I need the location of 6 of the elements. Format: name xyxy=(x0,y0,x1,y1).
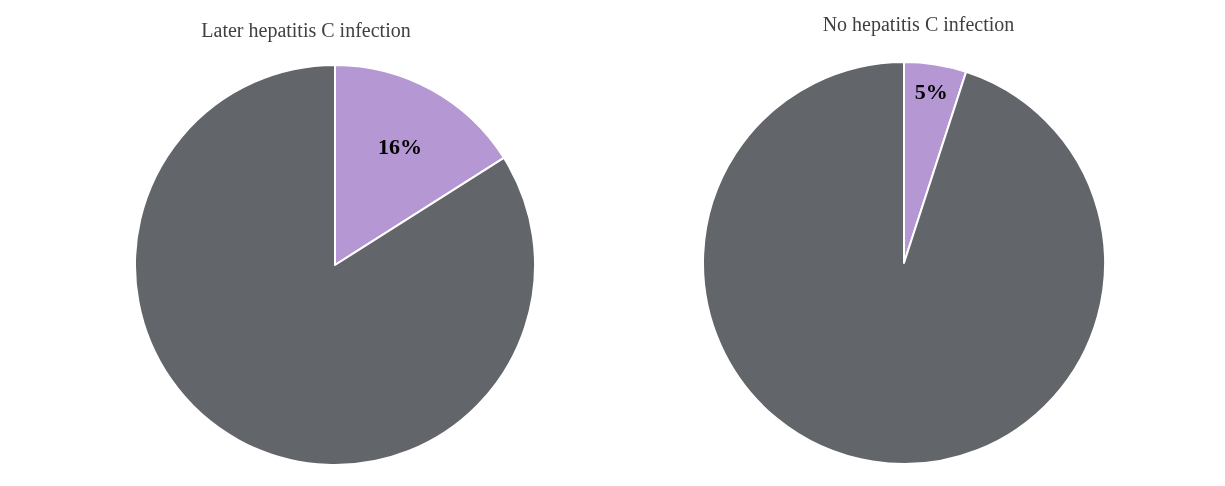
chart-title: Later hepatitis C infection xyxy=(201,19,411,42)
data-label: 16% xyxy=(378,134,423,160)
chart-title: No hepatitis C infection xyxy=(822,13,1015,36)
pie-slice xyxy=(702,61,1106,465)
pie-slice xyxy=(134,64,536,466)
data-label: 5% xyxy=(914,78,948,104)
